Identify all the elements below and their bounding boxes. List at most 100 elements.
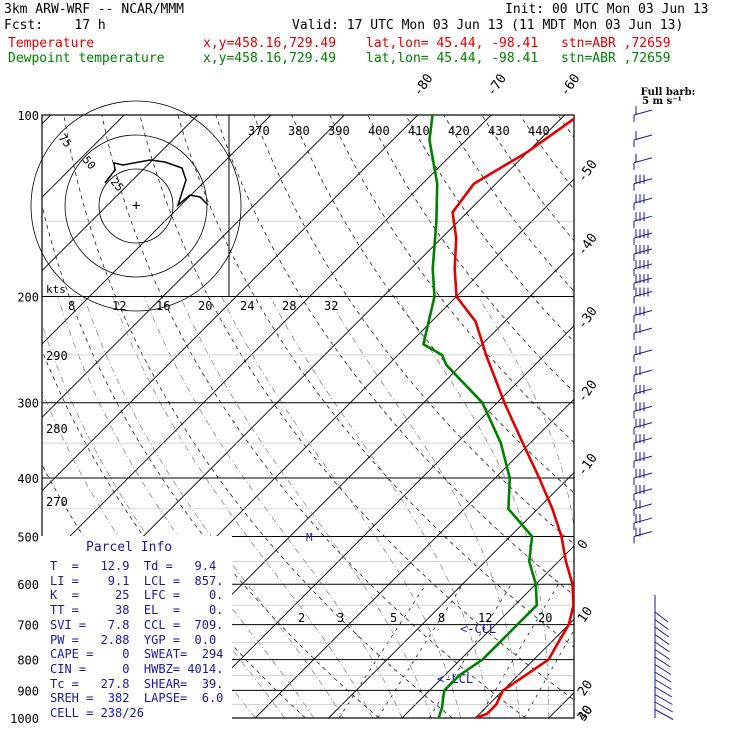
isotherm-line bbox=[548, 692, 574, 718]
moist-adiabat-line bbox=[327, 296, 520, 718]
mixing-ratio-line bbox=[338, 584, 427, 718]
hodo-trace bbox=[104, 159, 209, 208]
parcel-info-title: Parcel Info bbox=[86, 540, 173, 555]
init-time: Init: 00 UTC Mon 03 Jun 13 bbox=[505, 2, 709, 17]
parcel-info-row: CAPE = 0 SWEAT= 294 bbox=[50, 647, 224, 662]
dry-adiabat-line bbox=[519, 115, 574, 190]
theta-label: 370 bbox=[248, 124, 270, 138]
theta-label: 390 bbox=[328, 124, 350, 138]
valid-time: Valid: 17 UTC Mon 03 Jun 13 (11 MDT Mon … bbox=[292, 18, 684, 33]
pressure-tick-label: 100 bbox=[17, 109, 39, 123]
parcel-info-panel: Parcel Info T = 12.9 Td = 9.4 LI = 9.1 LC… bbox=[40, 536, 232, 726]
lower-wind-barb bbox=[654, 641, 670, 653]
isotherm-label: 30 bbox=[575, 703, 596, 724]
isotherm-label: 0 bbox=[575, 537, 592, 552]
wind-barb-staff bbox=[633, 309, 653, 316]
wind-barb-staff bbox=[633, 215, 653, 222]
mixing-ratio-label: 2 bbox=[298, 611, 305, 625]
wind-barb-staff bbox=[633, 291, 653, 298]
isotherm-label: -30 bbox=[575, 304, 601, 332]
isotherm-label: -40 bbox=[575, 231, 601, 259]
parcel-info-row: K = 25 LFC = 0. bbox=[50, 588, 224, 603]
wind-barb-staff bbox=[633, 232, 653, 239]
dry-adiabat-line bbox=[367, 115, 574, 393]
temperature-line bbox=[451, 117, 574, 718]
model-name: 3km ARW-WRF -- NCAR/MMM bbox=[4, 2, 185, 17]
wind-barb bbox=[633, 469, 653, 486]
wind-barb-staff bbox=[633, 248, 653, 255]
hodo-speed-label: 8 bbox=[68, 299, 75, 313]
hodo-ring bbox=[30, 100, 242, 312]
dry-adiabat-line bbox=[177, 115, 574, 648]
temperature-latlon: lat,lon= 45.44, -98.41 bbox=[366, 36, 539, 51]
lower-wind-barb bbox=[654, 611, 669, 623]
moist-adiabat-label: 270 bbox=[46, 495, 68, 509]
isotherm-label: -70 bbox=[484, 71, 510, 99]
theta-label: 430 bbox=[488, 124, 510, 138]
lower-wind-barb bbox=[654, 664, 672, 675]
moist-adiabat-line bbox=[477, 296, 574, 529]
dewpoint-line bbox=[422, 115, 539, 718]
theta-label: 420 bbox=[448, 124, 470, 138]
wind-barb bbox=[633, 174, 653, 191]
isotherm-line bbox=[181, 325, 574, 718]
pressure-tick-label: 900 bbox=[17, 684, 39, 698]
isotherm-label: -80 bbox=[411, 71, 437, 99]
lower-wind-barb bbox=[654, 626, 670, 638]
theta-label: 400 bbox=[368, 124, 390, 138]
mixing-ratio-label: 12 bbox=[478, 611, 492, 625]
moist-adiabat-line bbox=[57, 296, 315, 718]
temperature-xy: x,y=458.16,729.49 bbox=[203, 36, 337, 51]
pressure-tick-label: 200 bbox=[17, 291, 39, 305]
pressure-tick-label: 300 bbox=[17, 397, 39, 411]
wind-barb-staff bbox=[633, 109, 653, 116]
wind-barb-staff bbox=[633, 422, 653, 429]
hodo-origin: + bbox=[132, 198, 140, 214]
wind-barb-staff bbox=[633, 455, 653, 462]
wind-barb bbox=[633, 514, 653, 531]
lower-wind-barb bbox=[654, 694, 673, 705]
ccl-label: <-CCL bbox=[460, 622, 496, 636]
hodo-speed-label: 32 bbox=[324, 299, 338, 313]
wind-barb-staff bbox=[633, 197, 653, 204]
wind-barb bbox=[633, 130, 653, 147]
wind-barb-staff bbox=[633, 530, 653, 537]
lower-wind-barb bbox=[654, 656, 671, 668]
dewpoint-latlon: lat,lon= 45.44, -98.41 bbox=[366, 51, 539, 66]
barb-key-value: 5 m s⁻¹ bbox=[642, 96, 682, 107]
pressure-tick-label: 400 bbox=[17, 472, 39, 486]
wind-barb bbox=[633, 106, 653, 122]
wind-barb-staff bbox=[633, 472, 653, 479]
isotherm-label: 40 bbox=[575, 703, 596, 724]
dry-adiabat-line bbox=[634, 115, 740, 718]
wind-barb bbox=[633, 527, 653, 544]
pressure-tick-label: 700 bbox=[17, 619, 39, 633]
wind-barb bbox=[633, 384, 653, 401]
wind-barb bbox=[633, 244, 653, 261]
wind-barb-staff bbox=[633, 263, 653, 270]
isotherm-label: -60 bbox=[558, 71, 584, 99]
hodo-ring-label: 25 bbox=[108, 176, 126, 195]
isotherm-line bbox=[42, 115, 492, 565]
theta-label: 410 bbox=[408, 124, 430, 138]
wind-barb bbox=[633, 287, 653, 304]
wind-barb bbox=[633, 194, 653, 211]
hodo-speed-label: 24 bbox=[240, 299, 254, 313]
dry-adiabat-line bbox=[481, 115, 574, 242]
lower-wind-barb bbox=[654, 701, 674, 713]
moist-adiabat-label: 290 bbox=[46, 349, 68, 363]
parcel-info-row: PW = 2.88 YGP = 0.0 bbox=[50, 632, 217, 647]
wind-barb-staff bbox=[633, 134, 653, 141]
pressure-tick-label: 600 bbox=[17, 578, 39, 592]
parcel-info-row: Tc = 27.8 SHEAR= 39. bbox=[50, 676, 224, 691]
dewpoint-xy: x,y=458.16,729.49 bbox=[203, 51, 337, 66]
dry-adiabat-line bbox=[557, 115, 574, 139]
isotherm-line bbox=[254, 398, 574, 718]
dewpoint-legend-label: Dewpoint temperature bbox=[8, 51, 165, 66]
isotherm-label: -10 bbox=[575, 451, 601, 479]
parcel-info-row: LI = 9.1 LCL = 857. bbox=[50, 573, 224, 588]
hodo-speed-label: 28 bbox=[282, 299, 296, 313]
moist-adiabat-line bbox=[637, 297, 672, 719]
wind-barb bbox=[633, 259, 653, 276]
wind-barb-staff bbox=[633, 349, 653, 356]
